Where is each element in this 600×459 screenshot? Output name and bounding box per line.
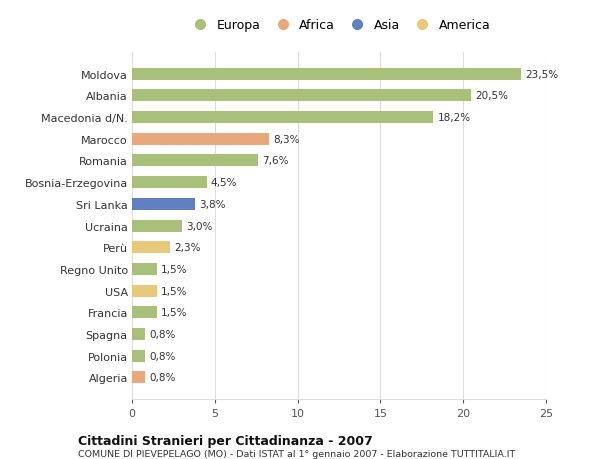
Bar	[132, 198, 195, 210]
Text: 1,5%: 1,5%	[161, 308, 187, 318]
Text: 18,2%: 18,2%	[437, 113, 470, 123]
Legend: Europa, Africa, Asia, America: Europa, Africa, Asia, America	[182, 14, 496, 37]
Text: 2,3%: 2,3%	[174, 243, 201, 253]
Text: 8,3%: 8,3%	[274, 134, 300, 145]
Bar	[132, 242, 170, 254]
Text: 7,6%: 7,6%	[262, 156, 289, 166]
Bar	[132, 134, 269, 146]
Bar	[132, 220, 182, 232]
Text: Cittadini Stranieri per Cittadinanza - 2007: Cittadini Stranieri per Cittadinanza - 2…	[78, 434, 373, 447]
Bar	[132, 68, 521, 80]
Text: 3,8%: 3,8%	[199, 199, 226, 209]
Bar	[132, 328, 145, 340]
Bar	[132, 155, 258, 167]
Text: COMUNE DI PIEVEPELAGO (MO) - Dati ISTAT al 1° gennaio 2007 - Elaborazione TUTTIT: COMUNE DI PIEVEPELAGO (MO) - Dati ISTAT …	[78, 449, 515, 458]
Text: 1,5%: 1,5%	[161, 286, 187, 296]
Bar	[132, 372, 145, 384]
Text: 0,8%: 0,8%	[149, 351, 176, 361]
Text: 3,0%: 3,0%	[186, 221, 212, 231]
Bar	[132, 263, 157, 275]
Bar	[132, 177, 206, 189]
Bar	[132, 350, 145, 362]
Bar	[132, 285, 157, 297]
Bar	[132, 307, 157, 319]
Bar	[132, 90, 472, 102]
Text: 4,5%: 4,5%	[211, 178, 237, 188]
Text: 20,5%: 20,5%	[476, 91, 509, 101]
Text: 0,8%: 0,8%	[149, 373, 176, 383]
Text: 1,5%: 1,5%	[161, 264, 187, 274]
Text: 23,5%: 23,5%	[526, 69, 559, 79]
Bar	[132, 112, 433, 124]
Text: 0,8%: 0,8%	[149, 329, 176, 339]
